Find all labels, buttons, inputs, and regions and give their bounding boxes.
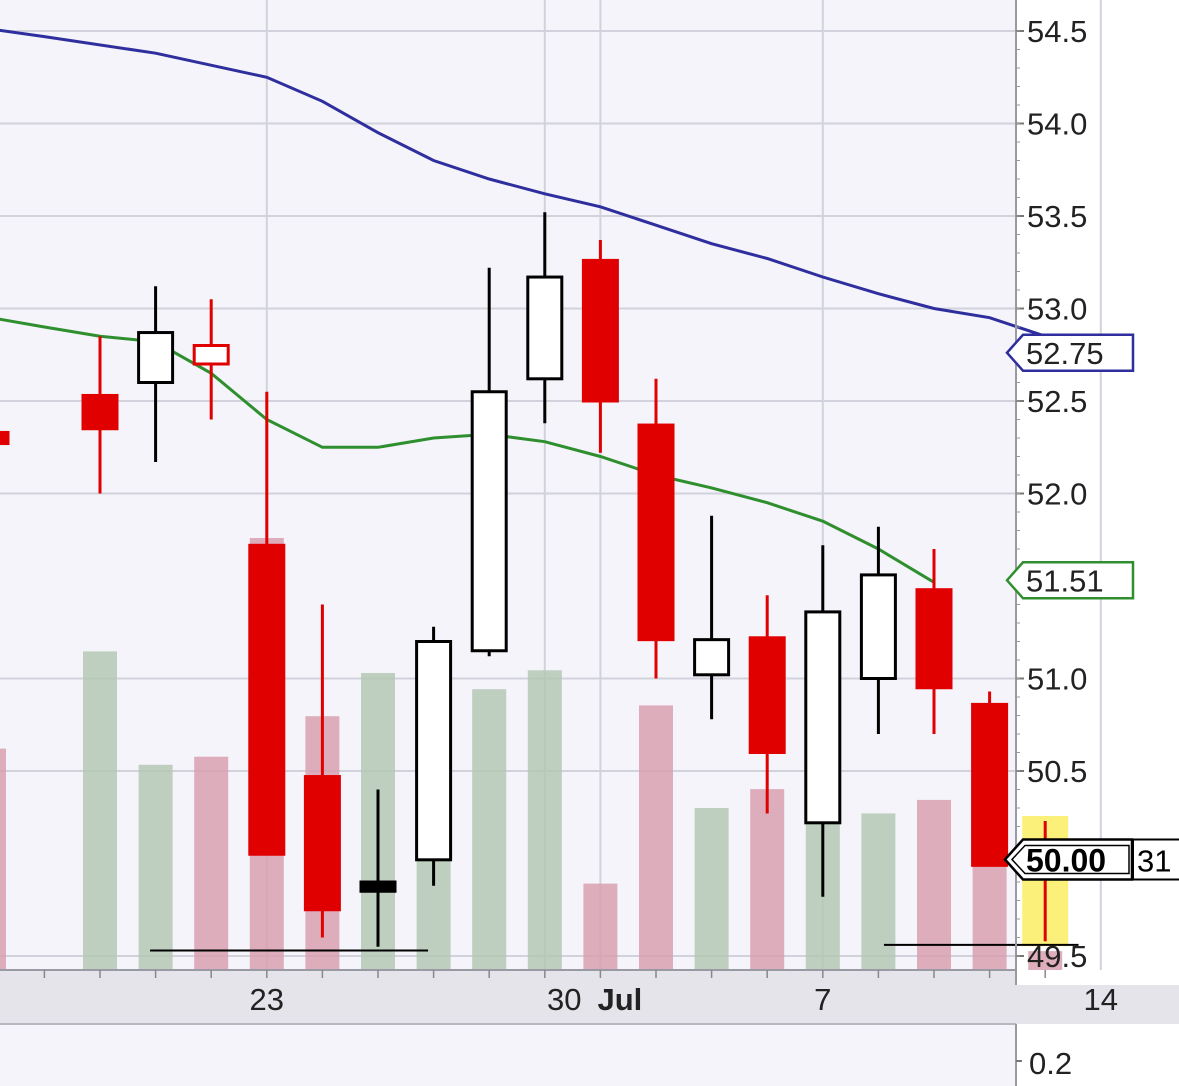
x-axis-tick-label: 14 bbox=[1084, 982, 1118, 1017]
ma-value-label-1-text: 52.75 bbox=[1026, 336, 1104, 371]
candle bbox=[303, 604, 341, 938]
volume-bar bbox=[83, 651, 117, 970]
candle bbox=[581, 240, 619, 453]
candle-body bbox=[804, 610, 842, 825]
ma-value-label-1: 52.75 bbox=[1005, 333, 1135, 372]
candle bbox=[971, 691, 1009, 867]
candle-body bbox=[359, 880, 397, 893]
candle-body bbox=[526, 275, 564, 381]
y-axis-tick-label: 49.5 bbox=[1027, 939, 1087, 974]
price-suffix-box bbox=[1132, 838, 1179, 881]
candle-body bbox=[637, 423, 675, 642]
candle-body bbox=[581, 258, 619, 403]
candle-body bbox=[470, 390, 508, 653]
lower-panel: 0.2 bbox=[0, 1023, 1179, 1086]
y-axis-tick-label: 54.5 bbox=[1027, 14, 1087, 49]
lower-panel-plot bbox=[0, 1024, 1016, 1086]
candle bbox=[804, 545, 842, 897]
volume-bar bbox=[861, 813, 896, 970]
support-lines bbox=[150, 943, 1079, 952]
ma-value-label-1-tag bbox=[1005, 333, 1135, 372]
y-axis-tick-label: 54.0 bbox=[1027, 107, 1087, 142]
volume-bar bbox=[917, 799, 951, 970]
candle bbox=[81, 336, 119, 494]
y-axis-tick-label: 53.0 bbox=[1027, 292, 1087, 327]
ma-value-label-2-text: 51.51 bbox=[1026, 563, 1104, 598]
current-price-text: 50.00 bbox=[1026, 843, 1106, 879]
candle bbox=[359, 789, 397, 947]
candle-body bbox=[81, 393, 119, 431]
candle bbox=[415, 626, 453, 886]
y-axis-tick-label: 50.5 bbox=[1027, 754, 1087, 789]
volume-bar bbox=[639, 705, 673, 970]
current-price-tag-inner bbox=[1010, 844, 1130, 875]
lower-panel-axis bbox=[1016, 1024, 1179, 1086]
candle bbox=[637, 378, 675, 679]
candle-body bbox=[248, 543, 286, 856]
x-axis-tick-label: 7 bbox=[814, 982, 831, 1017]
lower-panel-tick-label: 0.2 bbox=[1029, 1046, 1072, 1081]
volume-bar bbox=[972, 862, 1007, 970]
ma-value-label-2-tag bbox=[1005, 561, 1135, 600]
candle bbox=[748, 595, 786, 814]
candle-body bbox=[971, 702, 1009, 867]
candle bbox=[693, 515, 731, 720]
candle-body bbox=[415, 640, 453, 862]
y-axis-tick-label: 51.0 bbox=[1027, 662, 1087, 697]
volume-bar bbox=[750, 789, 785, 970]
volume-bar bbox=[1028, 951, 1063, 970]
y-axis-tick-label: 53.5 bbox=[1027, 199, 1087, 234]
candle-body bbox=[748, 636, 786, 754]
price-suffix-text: 31 bbox=[1137, 844, 1171, 879]
candle bbox=[192, 299, 230, 420]
x-axis-tick-label: 23 bbox=[250, 982, 284, 1017]
volume-bar bbox=[694, 808, 729, 970]
x-axis-tick-label: Jul bbox=[597, 982, 642, 1017]
volume-bar bbox=[583, 883, 618, 970]
candle bbox=[137, 286, 175, 463]
candle-body bbox=[915, 588, 953, 690]
volume-bar bbox=[0, 748, 6, 970]
candle bbox=[0, 430, 10, 446]
candle bbox=[526, 212, 564, 424]
candle bbox=[470, 267, 508, 657]
candle-body bbox=[0, 430, 10, 446]
candle-body bbox=[303, 775, 341, 912]
candle bbox=[915, 549, 953, 734]
y-axis-tick-label: 52.0 bbox=[1027, 477, 1087, 512]
candle bbox=[248, 391, 286, 856]
volume-bar bbox=[194, 756, 229, 970]
moving-average-line-1 bbox=[0, 28, 1102, 357]
candle bbox=[859, 526, 897, 734]
price-axis: 54.5 54.0 53.5 53.0 52.5 52.0 51.0 50.5 49.5 bbox=[1016, 14, 1087, 974]
value-labels: 52.75 51.51 50.00 31 bbox=[1003, 333, 1179, 881]
time-axis: 23 30 Jul 7 14 bbox=[43, 970, 1118, 1017]
candle-body bbox=[859, 573, 897, 681]
x-axis-tick-label: 30 bbox=[547, 982, 581, 1017]
volume-bar bbox=[472, 689, 507, 970]
candle-body bbox=[693, 638, 731, 677]
volume-bar bbox=[138, 764, 173, 970]
grid-lines bbox=[0, 0, 1102, 1086]
current-price-marker: 50.00 31 bbox=[1003, 838, 1179, 881]
candle-body bbox=[192, 344, 230, 366]
ma-value-label-2: 51.51 bbox=[1005, 561, 1135, 600]
candle-body bbox=[137, 331, 175, 384]
y-axis-tick-label: 52.5 bbox=[1027, 384, 1087, 419]
volume-bar bbox=[527, 670, 562, 970]
